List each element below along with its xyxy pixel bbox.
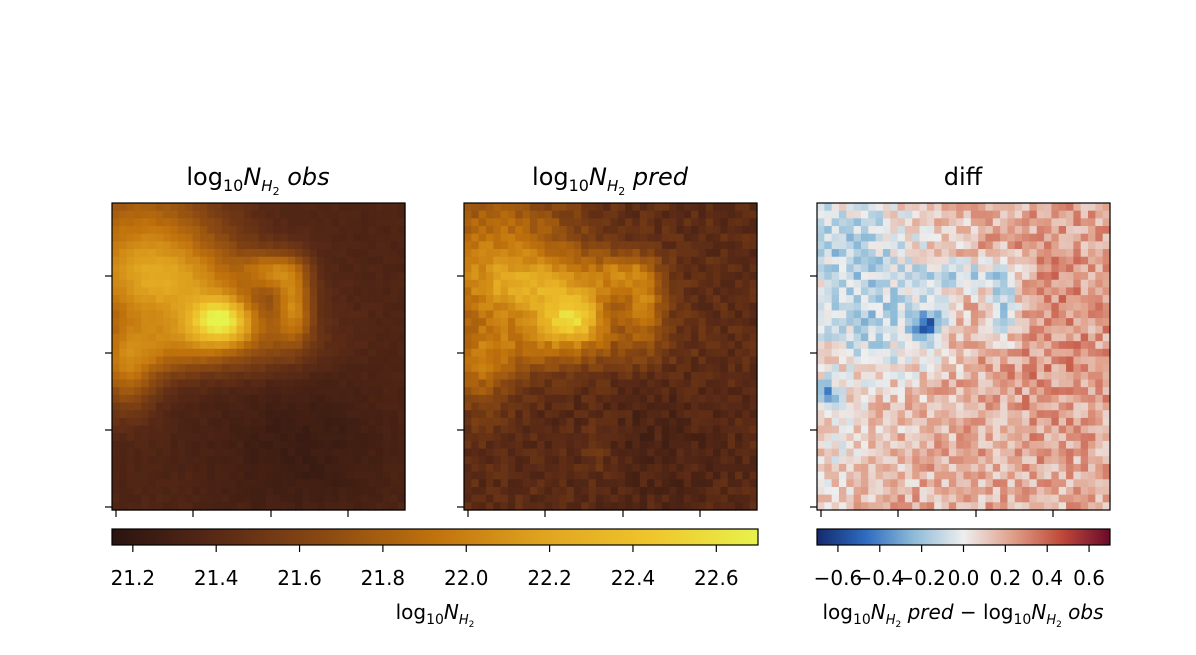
title-N: N [243,163,261,191]
heatmap-obs [105,202,406,517]
colorbar-main [111,528,759,546]
colorbar-tick-label: 0.2 [989,566,1021,590]
colorbar-tick-label: 22.4 [611,566,656,590]
cb-subH: H [459,613,469,628]
colorbar-tick-label: 22.6 [694,566,739,590]
colorbar-tick-label: 21.6 [277,566,322,590]
cbd-subH: H [886,613,896,628]
panel-pred-title: log10NH2 pred [532,163,689,198]
colorbar-tick-label: 21.4 [194,566,239,590]
cbd-N: N [871,600,886,624]
heatmap-diff [810,202,1111,517]
cb-sub10: 10 [426,612,444,628]
colorbar-diff [816,528,1111,546]
title-log: log [186,163,223,191]
colorbar-tick-label: −0.4 [855,566,904,590]
cbd-pred: pred [901,600,954,624]
title-sub2: 2 [273,185,280,198]
cb-N: N [444,600,459,624]
colorbar-tick-label: 22.0 [444,566,489,590]
panel-frame [111,202,406,511]
heatmap-pred [457,202,758,517]
title-N: N [589,163,607,191]
title-pred: pred [625,163,688,191]
cbd-log: log [822,600,853,624]
title-sub10: 10 [223,176,243,195]
colorbar-tick-label: −0.2 [897,566,946,590]
title-sub10: 10 [569,176,589,195]
title-sub2: 2 [618,185,625,198]
colorbar-diff-ticks: −0.6−0.4−0.2 0.0 0.2 0.4 0.6 [814,545,1105,590]
colorbar-diff-label: log10NH2 pred − log10NH2 obs [822,600,1103,630]
cb-log: log [396,600,427,624]
colorbar-tick-label: 21.2 [111,566,156,590]
panel-frame [816,202,1111,511]
cbd-log2: log [983,600,1014,624]
panel-diff-title: diff [944,163,983,191]
cbd-subH2: H [1046,613,1056,628]
title-log: log [532,163,569,191]
title-obs: obs [280,163,330,191]
colorbar-main-label: log10NH2 [396,600,475,630]
title-subH: H [261,177,272,195]
cbd-sub10b: 10 [1014,612,1032,628]
colorbar-tick-label: 21.8 [361,566,406,590]
colorbar-main-ticks: 21.2 21.4 21.6 21.8 22.0 22.2 22.4 22.6 [111,545,739,590]
cbd-minus: − [954,600,983,624]
colorbar-tick-label: 22.2 [527,566,572,590]
title-subH: H [607,177,618,195]
panel-frame [463,202,758,511]
cb-sub2: 2 [469,620,475,630]
cbd-sub2: 2 [896,620,902,630]
cbd-obs: obs [1062,600,1104,624]
cbd-sub2b: 2 [1056,620,1062,630]
colorbar-tick-label: 0.4 [1031,566,1063,590]
colorbar-tick-label: −0.6 [814,566,863,590]
panel-obs-title: log10NH2 obs [186,163,329,198]
cbd-N2: N [1031,600,1046,624]
cbd-sub10: 10 [853,612,871,628]
colorbar-tick-label: 0.0 [948,566,980,590]
colorbar-tick-label: 0.6 [1073,566,1105,590]
